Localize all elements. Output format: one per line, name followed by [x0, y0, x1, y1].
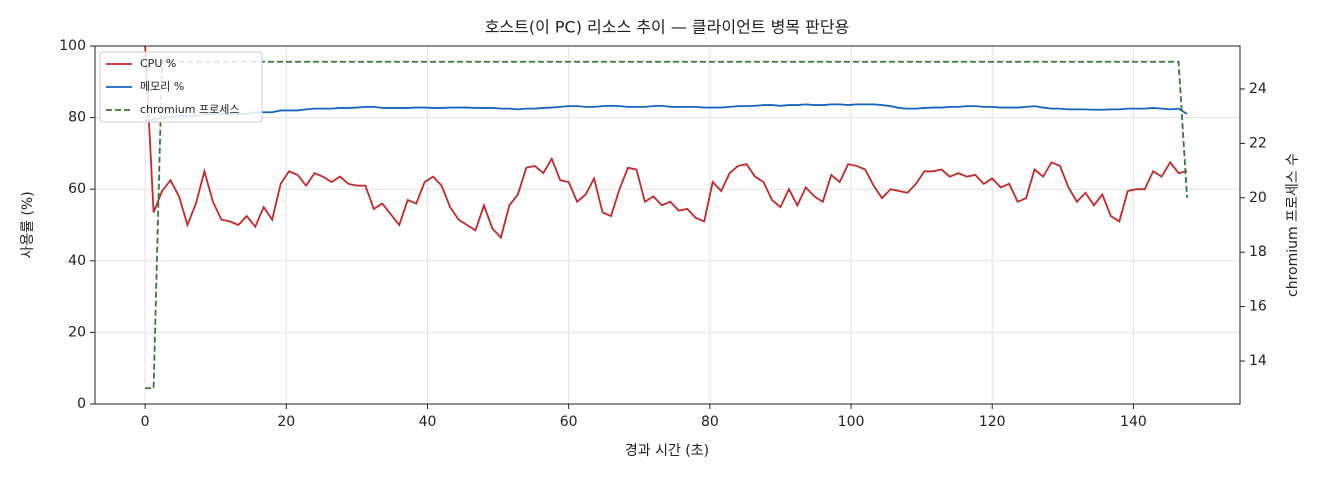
series-line — [145, 60, 1188, 390]
chart-title: 호스트(이 PC) 리소스 추이 — 클라이언트 병목 판단용 — [485, 18, 850, 37]
x-tick-label: 120 — [979, 414, 1006, 430]
y-axis-label: 사용률 (%) — [20, 191, 36, 258]
x-tick-label: 80 — [701, 414, 719, 430]
y-tick-label: 60 — [68, 181, 86, 197]
x-tick-label: 140 — [1120, 414, 1147, 430]
x-axis-label: 경과 시간 (초) — [625, 443, 709, 459]
legend-box — [99, 51, 263, 123]
y-tick-label: 100 — [59, 38, 86, 54]
y2-tick-label: 22 — [1249, 135, 1267, 151]
plot-frame — [94, 45, 1241, 405]
y-tick-label: 40 — [68, 253, 86, 269]
x-tick-label: 60 — [560, 414, 578, 430]
y-tick-label: 20 — [68, 324, 86, 340]
y-tick-label: 80 — [68, 110, 86, 126]
legend-label: CPU % — [140, 57, 176, 70]
y2-tick-label: 18 — [1249, 244, 1267, 260]
y-tick-label: 0 — [77, 396, 86, 412]
legend-label: chromium 프로세스 — [140, 103, 239, 116]
series-line — [144, 46, 1188, 240]
x-tick-label: 100 — [838, 414, 865, 430]
legend-label: 메모리 % — [140, 80, 184, 93]
y2-tick-label: 24 — [1249, 81, 1267, 97]
x-tick-label: 0 — [141, 414, 150, 430]
y2-tick-label: 20 — [1249, 190, 1267, 206]
x-tick-label: 40 — [419, 414, 437, 430]
y2-tick-label: 16 — [1249, 299, 1267, 315]
x-tick-label: 20 — [277, 414, 295, 430]
y2-tick-label: 14 — [1249, 353, 1267, 369]
series-line — [144, 103, 1188, 123]
y2-axis-label: chromium 프로세스 수 — [1285, 153, 1301, 297]
